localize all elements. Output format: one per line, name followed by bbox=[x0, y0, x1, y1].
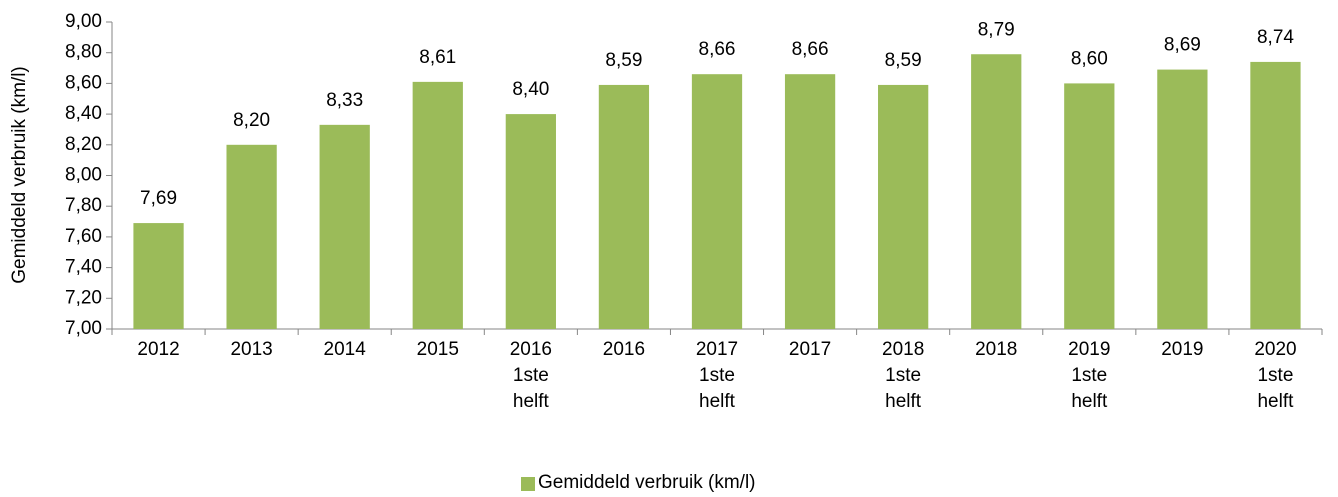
x-tick-label: 2014 bbox=[323, 339, 366, 360]
x-tick-label: 2015 bbox=[416, 339, 459, 360]
x-tick-label: 2018 bbox=[975, 339, 1018, 360]
x-tick-label: 2020 1ste helft bbox=[1254, 339, 1297, 412]
data-label: 8,79 bbox=[978, 19, 1015, 40]
legend-swatch bbox=[521, 477, 535, 491]
x-tick-label: 2019 1ste helft bbox=[1068, 339, 1111, 412]
data-label: 8,59 bbox=[885, 50, 922, 71]
y-tick-label: 8,80 bbox=[65, 42, 102, 63]
y-tick-label: 7,20 bbox=[65, 287, 102, 308]
x-tick-label: 2017 1ste helft bbox=[695, 339, 739, 412]
x-tick-label: 2013 bbox=[230, 339, 273, 360]
data-label: 8,60 bbox=[1071, 48, 1108, 69]
data-label: 7,69 bbox=[140, 188, 177, 209]
data-label: 8,66 bbox=[699, 39, 736, 60]
bar bbox=[1250, 61, 1301, 329]
bar bbox=[1157, 69, 1208, 330]
y-tick-label: 7,00 bbox=[65, 318, 102, 339]
bar bbox=[784, 74, 836, 329]
data-label: 8,20 bbox=[233, 110, 270, 131]
data-label: 8,59 bbox=[605, 50, 642, 71]
bar bbox=[133, 223, 184, 329]
y-tick-label: 7,40 bbox=[65, 257, 102, 278]
y-tick-label: 7,60 bbox=[65, 226, 102, 247]
x-tick-label: 2012 bbox=[137, 339, 180, 360]
bar bbox=[691, 74, 743, 329]
legend-label: Gemiddeld verbruik (km/l) bbox=[538, 472, 756, 493]
y-tick-label: 7,80 bbox=[65, 195, 102, 216]
y-tick-label: 8,40 bbox=[65, 103, 102, 124]
bar bbox=[412, 81, 463, 330]
data-label: 8,74 bbox=[1257, 27, 1294, 48]
x-tick-label: 2017 bbox=[788, 339, 832, 360]
x-tick-label: 2018 1ste helft bbox=[882, 339, 925, 412]
y-tick-label: 9,00 bbox=[65, 11, 102, 32]
data-label: 8,66 bbox=[792, 39, 829, 60]
x-tick-label: 2019 bbox=[1161, 339, 1204, 360]
bar bbox=[878, 84, 929, 329]
x-tick-label: 2016 1ste helft bbox=[509, 339, 552, 412]
data-label: 8,69 bbox=[1164, 35, 1201, 56]
y-axis-label: Gemiddeld verbruik (km/l) bbox=[9, 66, 30, 284]
y-tick-label: 8,00 bbox=[65, 165, 102, 186]
bar bbox=[598, 84, 650, 329]
bar bbox=[505, 114, 556, 329]
bar bbox=[971, 54, 1022, 330]
bar bbox=[319, 124, 370, 329]
y-tick-label: 8,20 bbox=[65, 134, 102, 155]
bar bbox=[1064, 83, 1115, 330]
data-label: 8,33 bbox=[326, 90, 363, 111]
x-tick-label: 2016 bbox=[602, 339, 646, 360]
data-label: 8,40 bbox=[512, 79, 549, 100]
y-tick-label: 8,60 bbox=[65, 72, 102, 93]
data-label: 8,61 bbox=[419, 47, 456, 68]
bar bbox=[226, 144, 277, 329]
